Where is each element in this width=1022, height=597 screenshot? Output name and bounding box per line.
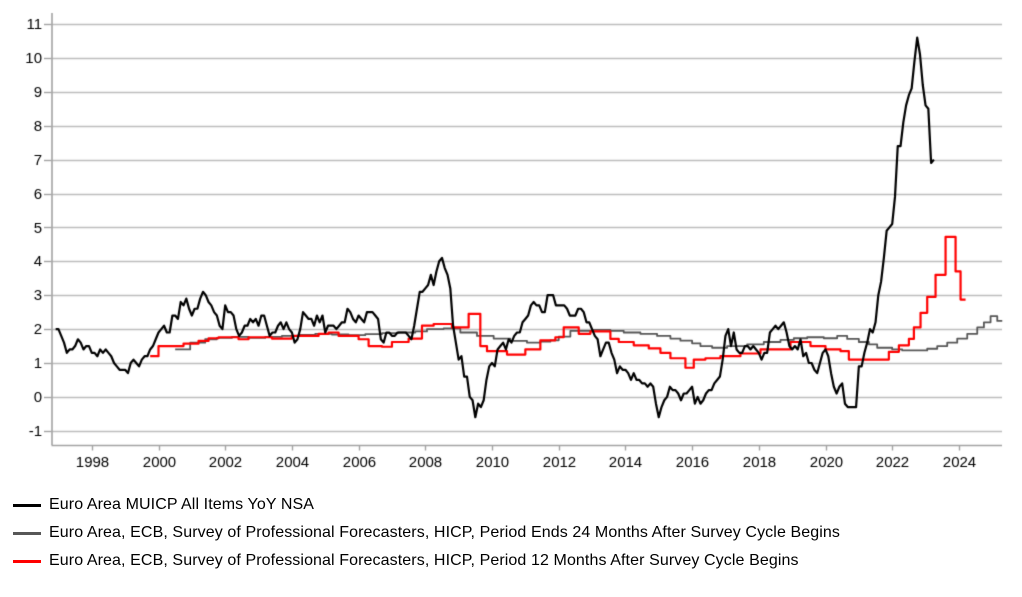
legend-label-spf-12m: Euro Area, ECB, Survey of Professional F… [49, 552, 799, 569]
chart-plot-area [0, 0, 1022, 478]
legend-label-muicp: Euro Area MUICP All Items YoY NSA [49, 496, 315, 513]
legend-item-spf-24m: Euro Area, ECB, Survey of Professional F… [13, 519, 1022, 547]
legend-item-muicp: Euro Area MUICP All Items YoY NSA [13, 491, 1022, 519]
legend-line-black-icon [13, 503, 41, 507]
legend-label-spf-24m: Euro Area, ECB, Survey of Professional F… [49, 524, 841, 541]
legend-line-red-icon [13, 559, 41, 563]
legend-line-gray-icon [13, 531, 41, 535]
chart-legend: Euro Area MUICP All Items YoY NSA Euro A… [0, 478, 1022, 575]
legend-item-spf-12m: Euro Area, ECB, Survey of Professional F… [13, 547, 1022, 575]
